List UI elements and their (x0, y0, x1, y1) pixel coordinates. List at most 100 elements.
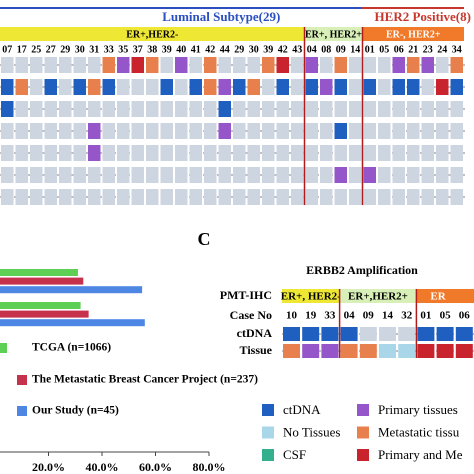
cell (44, 167, 57, 183)
cell (436, 145, 449, 161)
cell (436, 189, 449, 205)
cell (1, 79, 14, 95)
cell (334, 189, 347, 205)
cell (392, 189, 405, 205)
legend-label: ctDNA (283, 402, 321, 417)
case-label: 06 (459, 310, 471, 322)
cell (131, 79, 144, 95)
bar (0, 269, 78, 276)
cell (407, 167, 420, 183)
case-label: 39 (263, 44, 273, 55)
case-label: 01 (365, 44, 375, 55)
cell (218, 101, 231, 117)
cell (363, 145, 376, 161)
cell (30, 167, 43, 183)
x-tick-label: 40.0% (86, 460, 119, 474)
cell (102, 123, 115, 139)
cell (262, 57, 275, 73)
cell (392, 145, 405, 161)
case-label: 23 (423, 44, 433, 55)
group-band (362, 27, 464, 41)
cell (379, 327, 396, 341)
cell (291, 79, 304, 95)
case-label: 14 (382, 310, 394, 322)
cell (160, 57, 173, 73)
cell (407, 57, 420, 73)
cell (15, 167, 28, 183)
cell (204, 189, 217, 205)
cell (204, 145, 217, 161)
cell (175, 189, 188, 205)
cell (320, 101, 333, 117)
cell (247, 123, 260, 139)
cell (421, 79, 434, 95)
cell (320, 123, 333, 139)
group-band (304, 27, 363, 41)
cell (175, 123, 188, 139)
cell (378, 79, 391, 95)
cell (247, 79, 260, 95)
cell (1, 167, 14, 183)
cell (204, 57, 217, 73)
cell (334, 167, 347, 183)
case-label: 30 (249, 44, 259, 55)
cell (291, 167, 304, 183)
cell (392, 101, 405, 117)
cell (392, 79, 405, 95)
cell (175, 79, 188, 95)
cell (102, 145, 115, 161)
cell (334, 79, 347, 95)
row-label: Tissue (240, 343, 273, 357)
cell (455, 327, 473, 341)
cell (218, 57, 231, 73)
cell (204, 101, 217, 117)
cell (450, 101, 463, 117)
cell (247, 189, 260, 205)
legend-swatch (357, 426, 369, 439)
cell (30, 79, 43, 95)
cell (30, 145, 43, 161)
cell (378, 101, 391, 117)
case-label: 39 (162, 44, 172, 55)
cell (59, 123, 72, 139)
cell (276, 145, 289, 161)
cell (189, 101, 202, 117)
cell (276, 57, 289, 73)
legend-swatch (17, 375, 27, 385)
cell (421, 145, 434, 161)
legend-label: CSF (283, 447, 306, 462)
legend-swatch (357, 449, 369, 461)
case-label: 31 (89, 44, 99, 55)
cell (455, 344, 473, 358)
case-label: 17 (17, 44, 27, 55)
group-label: ER-, HER2+ (386, 29, 441, 40)
cell (417, 327, 435, 341)
cell (233, 57, 246, 73)
cell (102, 57, 115, 73)
case-label: 33 (104, 44, 114, 55)
cell (175, 167, 188, 183)
legend-swatch (0, 343, 7, 353)
cell (349, 57, 362, 73)
cell (305, 57, 318, 73)
cell (44, 189, 57, 205)
group-band (339, 289, 417, 303)
cell (73, 145, 86, 161)
row-label: PMT-IHC (220, 288, 272, 302)
cell (59, 101, 72, 117)
case-label: 01 (420, 310, 431, 322)
cell (392, 167, 405, 183)
cell (218, 145, 231, 161)
cell (450, 123, 463, 139)
cell (88, 189, 101, 205)
cell (44, 57, 57, 73)
cell (305, 123, 318, 139)
cell (160, 123, 173, 139)
cell (378, 167, 391, 183)
cell (305, 101, 318, 117)
legend-swatch (262, 449, 274, 461)
cell (302, 344, 320, 358)
cell (291, 101, 304, 117)
cell (1, 123, 14, 139)
legend-label: Our Study (n=45) (32, 405, 119, 417)
